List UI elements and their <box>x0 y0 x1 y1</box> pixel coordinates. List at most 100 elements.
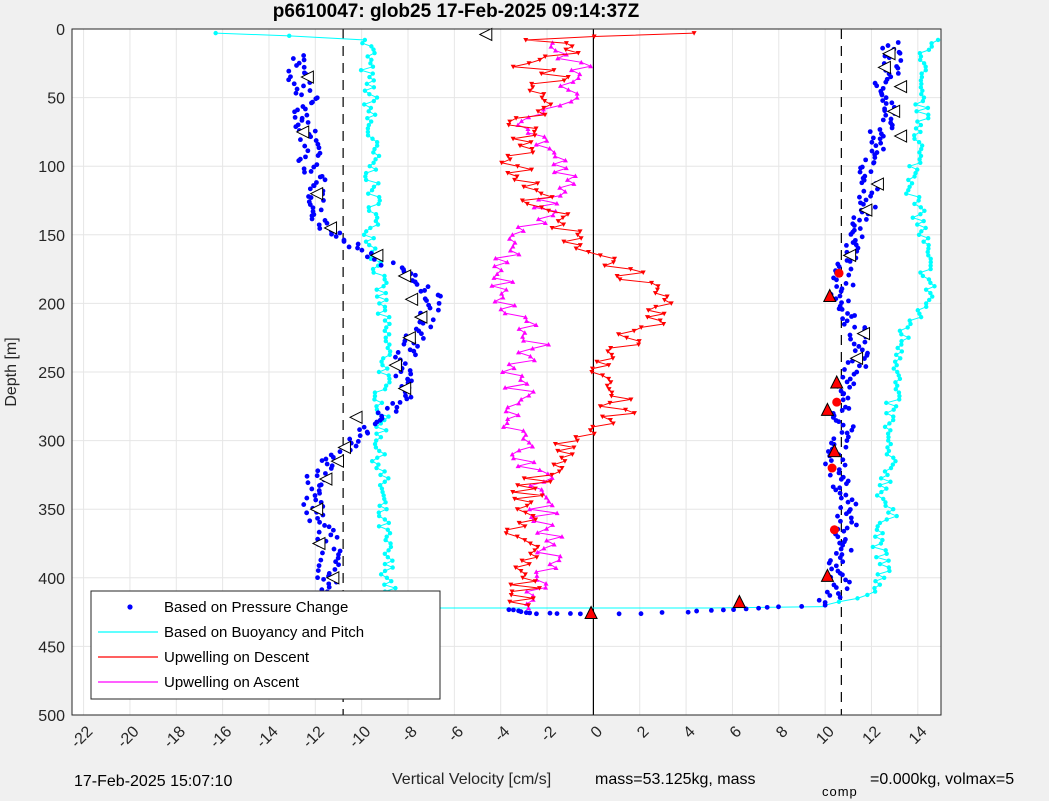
upwelling-descent-point <box>513 565 519 571</box>
y-tick-label: 500 <box>38 708 65 725</box>
buoyancy-point <box>918 85 924 90</box>
buoyancy-point <box>366 208 372 213</box>
upwelling-descent-point <box>609 390 615 396</box>
pressure-point <box>844 430 850 436</box>
buoyancy-point <box>375 455 380 460</box>
upwelling-ascent-point <box>554 200 560 206</box>
buoyancy-point <box>384 297 389 303</box>
buoyancy-point <box>377 198 382 203</box>
buoyancy-point <box>885 445 890 450</box>
upwelling-ascent-point <box>503 408 509 414</box>
upwelling-descent-point <box>645 308 651 313</box>
buoyancy-point <box>916 194 922 200</box>
buoyancy-point <box>368 225 373 231</box>
pressure-point <box>895 40 901 45</box>
buoyancy-point <box>884 551 889 556</box>
buoyancy-point <box>882 575 887 580</box>
buoyancy-point <box>377 301 382 306</box>
pressure-point <box>547 610 553 616</box>
buoyancy-point <box>926 246 931 251</box>
buoyancy-point <box>372 397 377 402</box>
buoyancy-point <box>928 266 933 272</box>
buoyancy-point <box>358 67 364 73</box>
upwelling-ascent-point <box>525 130 531 135</box>
pressure-point <box>428 324 434 330</box>
buoyancy-point <box>373 212 379 217</box>
pressure-point <box>304 112 310 118</box>
upwelling-descent-point <box>612 256 618 262</box>
upwelling-descent-point <box>602 263 608 269</box>
pressure-point <box>305 148 311 154</box>
buoyancy-point <box>374 294 380 299</box>
upwelling-ascent-point <box>498 306 504 312</box>
red-triangle-marker <box>827 443 842 458</box>
upwelling-ascent-point <box>518 377 524 382</box>
legend[interactable]: Based on Pressure Change Based on Buoyanc… <box>90 590 441 700</box>
buoyancy-point <box>913 126 919 131</box>
pressure-point <box>308 169 314 174</box>
upwelling-ascent-point <box>524 318 530 324</box>
buoyancy-point <box>372 390 378 395</box>
buoyancy-point <box>883 500 888 505</box>
upwelling-ascent-point <box>509 451 515 457</box>
upwelling-descent-point <box>510 64 516 70</box>
upwelling-ascent-point <box>515 224 521 229</box>
upwelling-descent-point <box>610 356 616 361</box>
buoyancy-point <box>376 524 382 529</box>
buoyancy-point <box>360 40 365 46</box>
buoyancy-point <box>386 414 391 419</box>
buoyancy-point <box>376 153 382 159</box>
upwelling-descent-point <box>605 349 611 354</box>
buoyancy-point <box>928 290 933 296</box>
buoyancy-point <box>386 548 391 553</box>
red-circle-marker <box>832 397 842 407</box>
buoyancy-point <box>378 434 384 440</box>
pressure-point <box>424 298 429 304</box>
turn-marker <box>870 177 884 191</box>
pressure-point <box>836 470 842 476</box>
pressure-point <box>838 546 844 552</box>
buoyancy-point <box>372 50 377 56</box>
pressure-point <box>301 53 307 58</box>
pressure-point <box>845 311 850 316</box>
pressure-point <box>355 245 360 251</box>
pressure-point <box>852 324 858 330</box>
buoyancy-point <box>886 558 891 563</box>
footer-volmax: =0.000kg, volmax=5 <box>870 771 1015 788</box>
pressure-point <box>341 239 347 244</box>
upwelling-ascent-point <box>547 561 553 567</box>
upwelling-descent-point <box>549 472 555 478</box>
buoyancy-point <box>374 465 379 471</box>
turn-marker <box>318 472 333 486</box>
upwelling-descent-point <box>590 424 596 430</box>
buoyancy-point <box>896 390 902 395</box>
buoyancy-point <box>880 537 885 543</box>
upwelling-descent-point <box>662 297 668 303</box>
upwelling-descent-point <box>527 541 533 546</box>
buoyancy-point <box>920 98 926 104</box>
pressure-point <box>854 522 859 528</box>
upwelling-descent-point <box>510 490 516 495</box>
pressure-point <box>840 542 846 548</box>
upwelling-ascent-point <box>510 279 516 284</box>
upwelling-descent-point <box>534 555 540 560</box>
buoyancy-point <box>374 215 380 220</box>
pressure-point <box>337 449 343 455</box>
buoyancy-point <box>877 561 883 567</box>
upwelling-descent-point <box>600 373 606 378</box>
buoyancy-point <box>382 304 388 310</box>
pressure-point <box>873 143 879 149</box>
buoyancy-point <box>919 71 924 76</box>
pressure-point <box>324 220 330 226</box>
pressure-point <box>841 528 847 534</box>
buoyancy-point <box>363 177 369 183</box>
buoyancy-point <box>895 383 900 388</box>
pressure-point <box>301 502 307 507</box>
upwelling-ascent-point <box>534 573 540 578</box>
pressure-point <box>390 400 396 406</box>
upwelling-ascent-point <box>527 483 533 488</box>
pressure-point <box>869 139 875 145</box>
upwelling-ascent-point <box>557 102 563 108</box>
upwelling-descent-point <box>499 160 505 166</box>
upwelling-descent-point <box>606 387 612 392</box>
